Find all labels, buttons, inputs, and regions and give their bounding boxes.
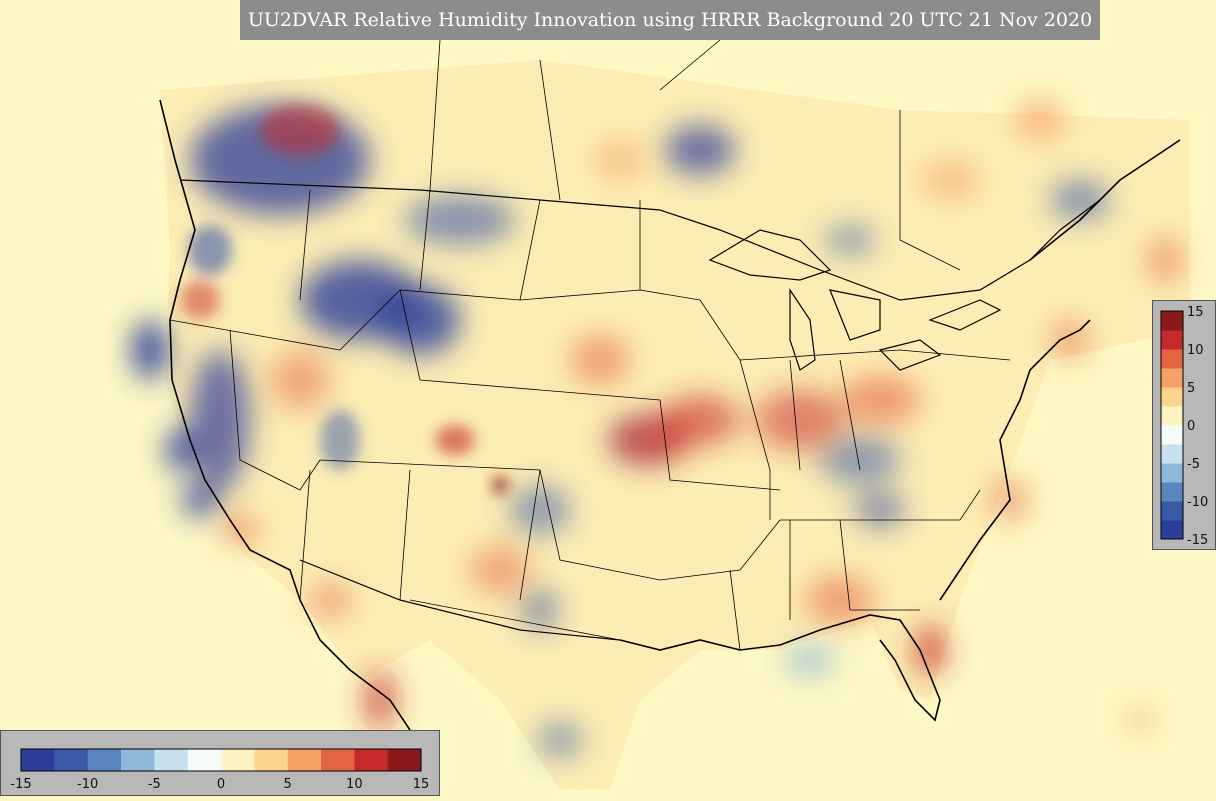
colorbar-tick-label: 0 (1187, 419, 1195, 434)
map-title: UU2DVAR Relative Humidity Innovation usi… (240, 0, 1100, 40)
colorbar-horizontal-graphic: -15 -10 -5 0 5 10 15 (10, 748, 430, 792)
state-boundaries (169, 39, 1011, 651)
colorbar-tick-label: 5 (1187, 381, 1195, 396)
colorbar-swatch (1161, 520, 1183, 540)
colorbar-swatch (221, 749, 255, 771)
colorbar-swatch (87, 749, 122, 771)
colorbar-swatch (187, 749, 222, 771)
colorbar-tick-label: -5 (148, 777, 161, 792)
colorbar-swatch (121, 749, 155, 771)
colorbar-swatch (1161, 482, 1183, 502)
colorbar-swatch (387, 749, 422, 771)
colorbar-vertical: -15 -10 -5 0 5 10 15 (1152, 300, 1216, 550)
colorbar-swatch (321, 749, 355, 771)
colorbar-horizontal: -15 -10 -5 0 5 10 15 (0, 730, 440, 796)
colorbar-tick-label: -15 (10, 777, 31, 792)
colorbar-tick-label: -10 (77, 777, 98, 792)
colorbar-tick-label: -5 (1187, 457, 1200, 472)
colorbar-swatch (287, 749, 322, 771)
colorbar-swatch (1161, 330, 1183, 350)
colorbar-swatch (21, 749, 55, 771)
colorbar-tick-label: 5 (284, 777, 292, 792)
colorbar-swatch (154, 749, 189, 771)
colorbar-swatch (1161, 387, 1183, 407)
colorbar-vertical-graphic: -15 -10 -5 0 5 10 15 (1160, 305, 1208, 548)
colorbar-tick-label: 15 (1187, 305, 1204, 320)
colorbar-tick-label: 0 (217, 777, 225, 792)
colorbar-tick-label: -15 (1187, 533, 1208, 548)
colorbar-tick-label: 15 (413, 777, 430, 792)
map-title-text: UU2DVAR Relative Humidity Innovation usi… (247, 9, 1093, 31)
colorbar-swatch (1161, 425, 1183, 445)
colorbar-tick-label: -10 (1187, 495, 1208, 510)
colorbar-swatch (1161, 311, 1183, 331)
colorbar-swatch (354, 749, 389, 771)
coastlines (159, 99, 1181, 731)
great-lakes (708, 229, 1002, 371)
colorbar-swatch (1161, 406, 1183, 426)
country-borders (179, 179, 1101, 641)
colorbar-swatch (1161, 463, 1183, 483)
colorbar-swatch (1161, 444, 1183, 464)
colorbar-swatch (54, 749, 89, 771)
colorbar-swatch (1161, 349, 1183, 369)
colorbar-swatch (1161, 501, 1183, 521)
colorbar-swatch (1161, 368, 1183, 388)
colorbar-tick-label: 10 (346, 777, 363, 792)
colorbar-tick-label: 10 (1187, 343, 1204, 358)
colorbar-swatch (254, 749, 289, 771)
